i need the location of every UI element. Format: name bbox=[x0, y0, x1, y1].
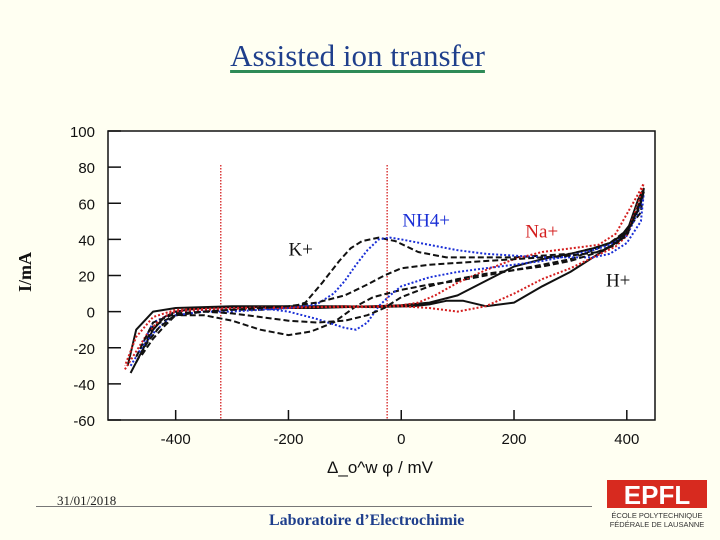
x-tick-label: 200 bbox=[502, 431, 527, 448]
x-tick-label: 0 bbox=[397, 431, 405, 448]
slide-title: Assisted ion transfer bbox=[230, 38, 485, 73]
annotations-layer: K+ NH4+ Na+ H+ bbox=[288, 211, 630, 292]
annotation-label: Na+ bbox=[525, 222, 558, 243]
slide-date: 31/01/2018 bbox=[57, 493, 117, 508]
annotation-label: H+ bbox=[606, 270, 630, 291]
y-tick-label: 80 bbox=[78, 160, 95, 177]
epfl-logo-line2: FÉDÉRALE DE LAUSANNE bbox=[610, 520, 705, 529]
y-tick-label: 60 bbox=[78, 196, 95, 213]
annotation-label: NH4+ bbox=[402, 211, 450, 232]
x-tick-label: -200 bbox=[273, 431, 303, 448]
x-tick-label: 400 bbox=[614, 431, 639, 448]
plot-frame bbox=[107, 130, 656, 421]
y-tick-label: 20 bbox=[78, 269, 95, 286]
epfl-logo-line1: ÉCOLE POLYTECHNIQUE bbox=[611, 511, 702, 520]
y-tick-label: -40 bbox=[73, 377, 95, 394]
vertical-reference-lines bbox=[220, 165, 388, 420]
series-line-2 bbox=[129, 193, 645, 367]
y-tick-label: 0 bbox=[87, 305, 95, 322]
y-axis-label: I/mA bbox=[15, 252, 35, 292]
annotation-label: K+ bbox=[288, 240, 312, 261]
epfl-logo-mark: EPFL bbox=[624, 480, 691, 510]
footer-lab-name: Laboratoire d’Electrochimie bbox=[269, 512, 465, 529]
x-tick-label: -400 bbox=[161, 431, 191, 448]
y-tick-label: 40 bbox=[78, 232, 95, 249]
footer-divider bbox=[36, 506, 592, 507]
epfl-logo: EPFL ÉCOLE POLYTECHNIQUE FÉDÉRALE DE LAU… bbox=[607, 480, 707, 529]
series-layer bbox=[123, 182, 645, 374]
y-tick-label: -60 bbox=[73, 413, 95, 430]
x-axis-label: Δ_o^w φ / mV bbox=[327, 458, 434, 477]
svg-text:I/mA: I/mA bbox=[15, 252, 35, 292]
y-tick-label: 100 bbox=[70, 124, 95, 141]
y-tick-label: -20 bbox=[73, 341, 95, 358]
series-line-4 bbox=[135, 191, 645, 363]
